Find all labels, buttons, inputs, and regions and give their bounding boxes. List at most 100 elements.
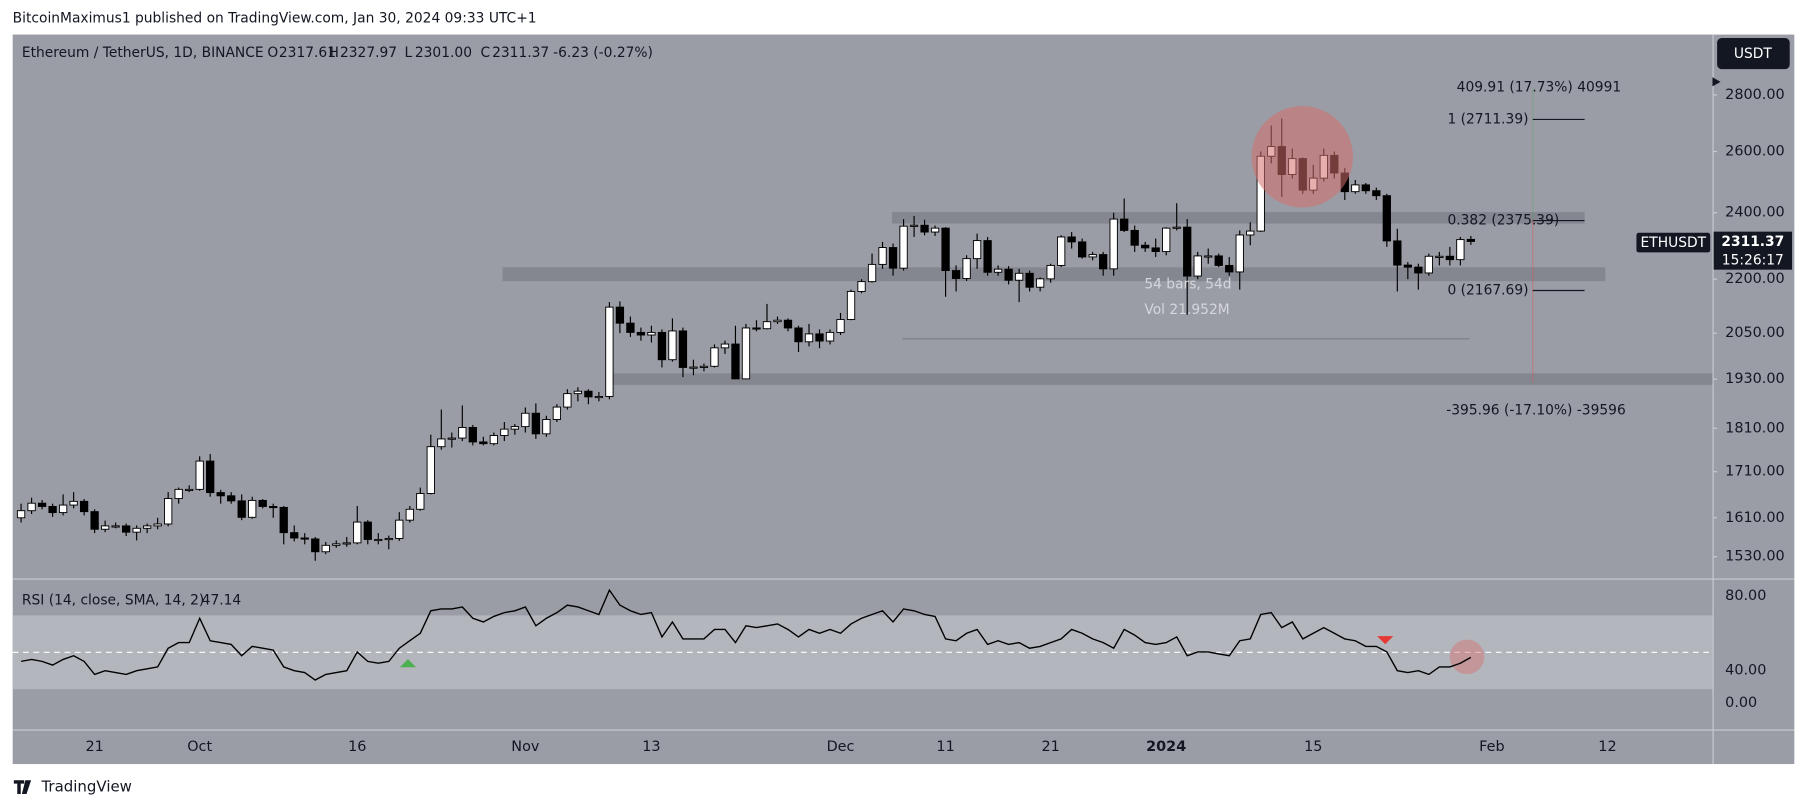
rsi-tick-label: 80.00 [1725,588,1766,604]
candle-body [1025,272,1034,288]
candle-body [363,521,372,540]
candle-body [111,525,120,528]
symbol-tag [1636,232,1711,253]
candle-body [1120,218,1129,231]
legend-key: C [481,45,491,61]
candle-body [227,495,236,502]
x-tick-label: 15 [1304,739,1322,755]
candle-body [489,435,498,445]
candle-body [269,506,278,509]
candle-body [605,306,614,397]
candle-body [1445,255,1455,261]
candle-body [1403,264,1412,268]
candle-body [447,437,456,440]
candle-body [79,500,89,513]
candle-body [237,500,246,518]
currency-button[interactable] [1717,38,1790,70]
candle-body [972,240,982,260]
y-tick-label: 1810.00 [1725,420,1785,436]
candle-body [815,333,824,342]
candle-body [552,406,562,420]
candle-body [185,488,194,491]
candle-body [752,327,761,330]
candle-body [951,270,961,279]
candle-body [458,426,467,439]
candle-body [521,412,530,428]
candle-body [1056,236,1066,266]
candle-body [1141,244,1150,249]
candle-body [1361,184,1370,192]
candle-body [668,330,677,361]
candle-body [479,441,488,445]
legend-value: 2317.61 [279,45,336,61]
candle-body [678,330,688,368]
candle-body [1246,230,1255,236]
scale-marker [1712,77,1721,87]
candle-body [1088,254,1097,258]
candle-body [153,523,162,527]
fib-label: 0.382 (2375.39) [1447,213,1559,229]
candle-body [983,240,992,273]
candle-body [1099,254,1108,270]
candle-body [195,460,204,490]
measure-up-label: 409.91 (17.73%) 40991 [1457,80,1622,96]
logo [13,780,32,795]
candle-body [1466,238,1476,242]
candle-body [1151,247,1160,253]
candle-body [1035,278,1045,288]
candle-body [100,525,110,530]
candle-body [1183,226,1192,277]
x-tick-label: 2024 [1146,739,1186,755]
candle-body [699,365,709,368]
candle-body [657,331,667,361]
candle-body [731,343,740,380]
fib-label: 0 (2167.69) [1447,282,1528,298]
candle-body [332,543,341,546]
candle-body [626,322,635,333]
candle-body [878,247,887,265]
y-tick-label: 2050.00 [1725,325,1785,341]
candle-body [584,390,593,398]
highlight-circle [1251,106,1353,208]
candle-body [279,506,288,534]
x-tick-label: 11 [936,739,954,755]
candle-body [846,290,856,320]
rsi-tick-label: 0.00 [1725,695,1757,711]
candle-body [920,224,929,233]
candle-body [1109,218,1118,270]
currency-button-label[interactable]: USDT [1734,46,1773,62]
candle-body [857,281,866,292]
legend-key: O [267,45,278,61]
rsi-title: RSI (14, close, SMA, 14, 2) [22,592,204,608]
candle-body [58,504,68,514]
legend-key: L [405,45,413,61]
candle-body [720,343,730,349]
candle-body [836,319,845,333]
candle-body [1351,184,1360,193]
candle-body [1372,190,1381,197]
x-tick-label: Oct [187,739,212,755]
candle-body [941,227,950,272]
sell-signal [1377,636,1394,645]
candle-body [1067,236,1076,243]
countdown: 15:26:17 [1722,252,1784,268]
candle-body [510,426,519,430]
candle-body [290,532,299,539]
candle-body [342,542,351,545]
candle-body [615,306,625,324]
candle-body [867,263,877,283]
candle-body [405,508,414,521]
x-tick-label: Dec [827,739,855,755]
candle-body [258,499,267,507]
candle-body [1225,264,1234,273]
candle-body [1214,255,1223,266]
resistance-zone [891,212,1585,224]
support-zone [608,373,1713,385]
candle-body [594,396,604,399]
candle-body [416,493,425,510]
range-bars-label: 54 bars, 54d [1144,277,1231,293]
candle-body [1193,255,1202,277]
candle-body [794,327,803,343]
